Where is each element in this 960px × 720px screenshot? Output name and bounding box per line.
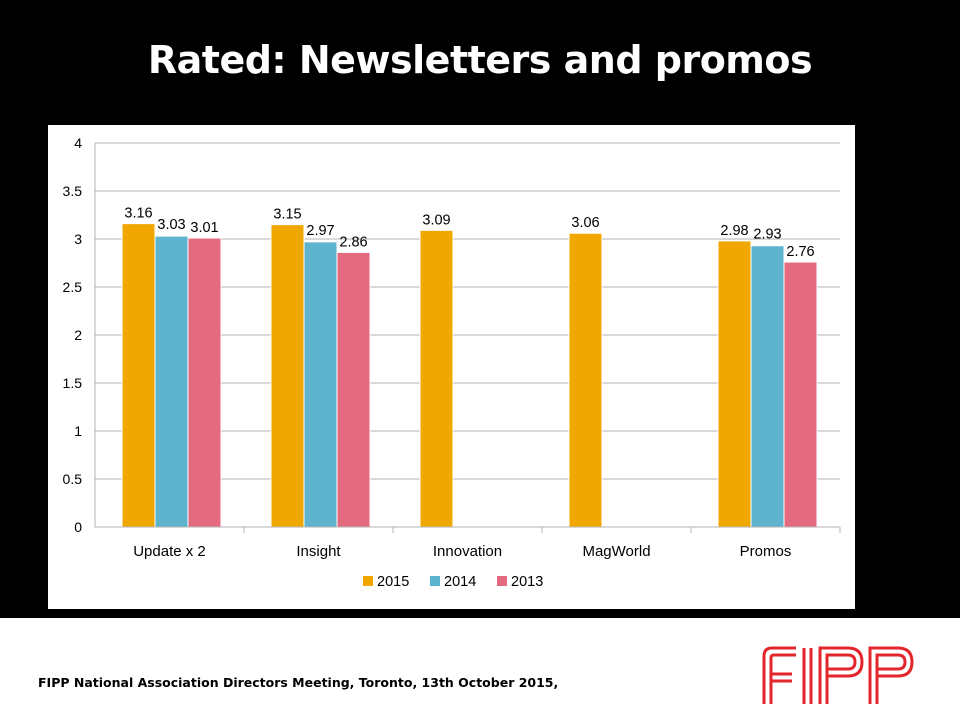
data-label: 3.01 <box>190 220 218 236</box>
bar <box>121 223 156 528</box>
data-label: 2.86 <box>339 234 367 250</box>
y-tick-label: 0 <box>74 519 82 535</box>
bar <box>717 240 752 528</box>
slide-title: Rated: Newsletters and promos <box>147 38 813 82</box>
legend-label: 2014 <box>444 574 476 590</box>
data-label: 2.76 <box>786 244 814 260</box>
data-label: 3.16 <box>124 206 152 222</box>
bar <box>750 245 785 528</box>
data-label: 2.93 <box>753 227 781 243</box>
legend-swatch <box>430 576 440 586</box>
fipp-logo <box>762 646 914 704</box>
y-tick-label: 1 <box>74 423 82 439</box>
bar <box>187 237 222 528</box>
x-category-label: Update x 2 <box>133 543 206 560</box>
bar <box>270 224 305 528</box>
bar <box>154 235 189 528</box>
chart-panel: 0 0.5 1 1.5 2 2.5 3 3.5 4 Update x 2 3.16 3.03 3.01 I… <box>48 125 855 609</box>
data-label: 2.97 <box>306 223 334 239</box>
y-tick-label: 2 <box>74 327 82 343</box>
bar-chart: 0 0.5 1 1.5 2 2.5 3 3.5 4 Update x 2 3.16 3.03 3.01 I… <box>63 135 841 590</box>
y-tick-label: 0.5 <box>63 471 83 487</box>
x-category-label: Innovation <box>433 543 502 560</box>
data-label: 3.03 <box>157 217 185 233</box>
y-tick-label: 3.5 <box>63 183 83 199</box>
y-tick-label: 2.5 <box>63 279 83 295</box>
x-category-label: Promos <box>740 543 792 560</box>
bar <box>336 251 371 528</box>
legend-swatch <box>363 576 373 586</box>
legend-label: 2015 <box>377 574 409 590</box>
bar <box>568 232 603 528</box>
x-category-label: Insight <box>296 543 341 560</box>
data-label: 3.06 <box>571 215 599 231</box>
legend-swatch <box>497 576 507 586</box>
x-category-label: MagWorld <box>582 543 650 560</box>
footer-caption: FIPP National Association Directors Meet… <box>38 675 559 690</box>
bar <box>303 241 338 528</box>
data-label: 3.09 <box>422 212 450 228</box>
y-tick-label: 3 <box>74 231 82 247</box>
data-label: 3.15 <box>273 207 301 223</box>
bar <box>783 261 818 528</box>
data-label: 2.98 <box>720 223 748 239</box>
legend-label: 2013 <box>511 574 543 590</box>
bar <box>419 229 454 528</box>
y-tick-label: 1.5 <box>63 375 83 391</box>
y-tick-label: 4 <box>74 135 82 151</box>
